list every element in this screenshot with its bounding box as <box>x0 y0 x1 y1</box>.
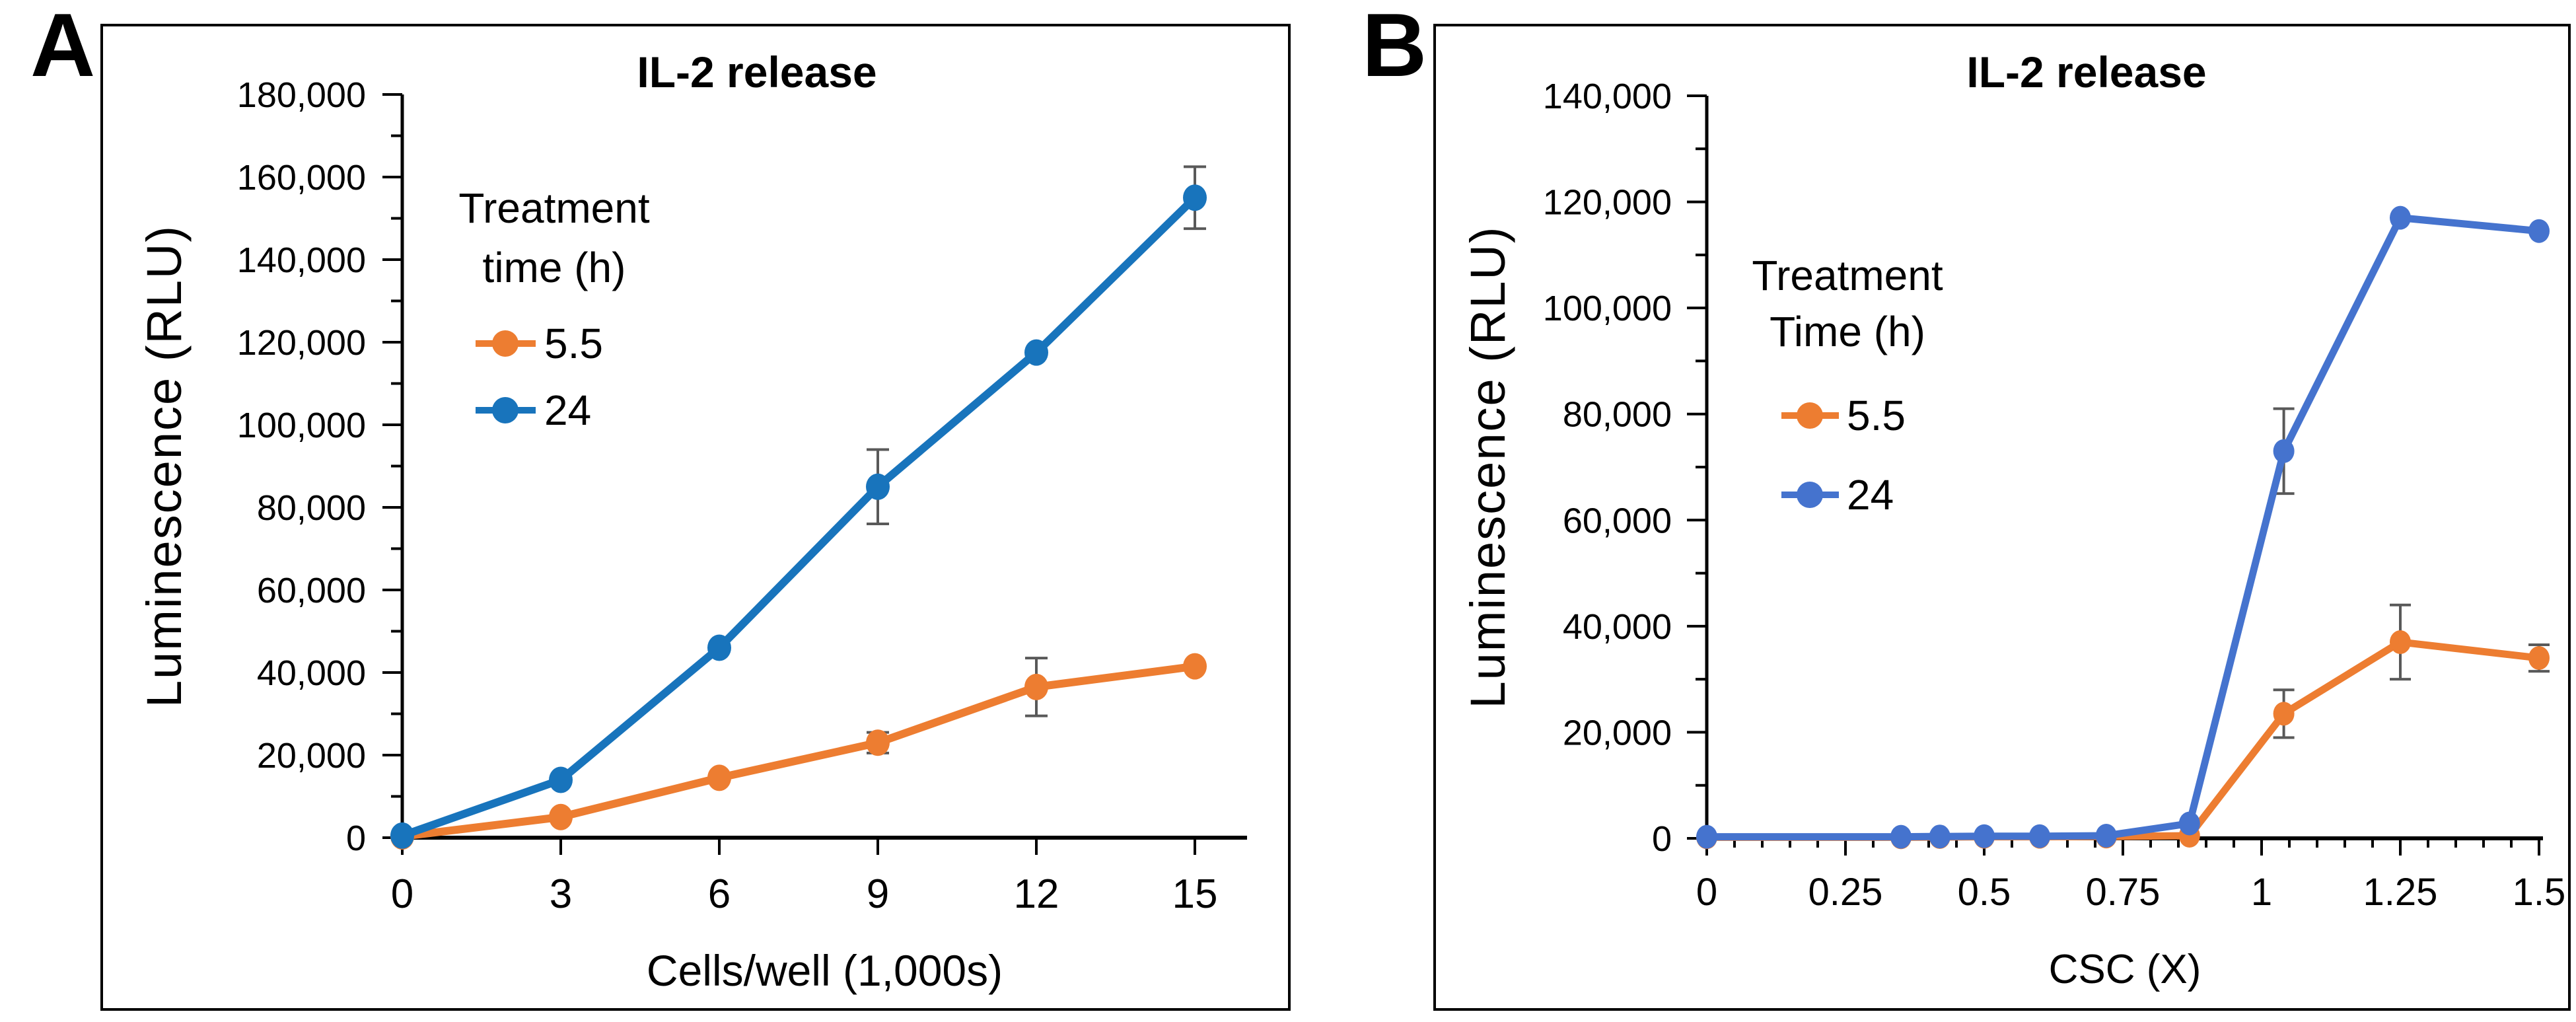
series-24 <box>390 165 1207 849</box>
y-tick-label: 60,000 <box>1563 501 1672 540</box>
data-point-marker <box>707 634 731 661</box>
legend-label: 5.5 <box>544 320 603 367</box>
y-tick-label: 0 <box>1652 819 1672 859</box>
data-point-marker <box>1024 339 1048 366</box>
x-axis-title: CSC (X) <box>2049 947 2201 992</box>
legend-label: 5.5 <box>1847 392 1906 439</box>
x-tick-label: 15 <box>1172 871 1218 917</box>
y-tick-label: 0 <box>346 819 366 858</box>
x-tick-label: 0.25 <box>1808 871 1883 914</box>
data-point-marker <box>2390 630 2411 654</box>
data-point-marker <box>2528 646 2550 671</box>
y-tick-label: 40,000 <box>257 653 366 693</box>
legend: Treatment time (h) 5.5 24 <box>458 184 650 434</box>
data-point-marker <box>1696 824 1717 849</box>
x-axis-title: Cells/well (1,000s) <box>647 946 1003 995</box>
x-tick-label: 0 <box>391 871 413 917</box>
data-point-marker <box>2029 824 2050 848</box>
legend-title-line: Treatment <box>1752 252 1943 299</box>
legend-title-line: time (h) <box>483 244 626 291</box>
legend-item-5.5: 5.5 <box>1781 392 1906 439</box>
x-tick-label: 3 <box>550 871 572 917</box>
data-point-marker <box>549 766 573 793</box>
data-point-marker <box>1183 653 1207 680</box>
legend-label: 24 <box>1847 471 1894 519</box>
series-5.5 <box>390 653 1207 850</box>
y-axis-title: Luminescence (RLU) <box>137 225 192 708</box>
legend-title-line: Time (h) <box>1770 308 1925 355</box>
y-tick-label: 100,000 <box>1543 289 1672 328</box>
chart-a-svg: IL-2 release 0 20,000 40,000 60,000 80,000 100… <box>137 48 1247 995</box>
panel-a: IL-2 release 0 20,000 40,000 60,000 80,000 100… <box>100 24 1291 1011</box>
x-tick-label: 1 <box>2251 871 2272 914</box>
data-point-marker <box>2095 823 2117 848</box>
y-tick-label: 140,000 <box>1543 77 1672 116</box>
x-axis: 0 3 6 9 12 15 <box>391 836 1247 917</box>
y-tick-label: 60,000 <box>257 571 366 610</box>
y-axis: 0 20,000 40,000 60,000 80,000 100,000 120,000 1… <box>237 75 404 858</box>
y-tick-label: 180,000 <box>237 75 366 115</box>
data-point-marker <box>2273 702 2295 726</box>
series-24 <box>1696 205 2550 849</box>
y-tick-label: 80,000 <box>1563 395 1672 435</box>
legend-sample-marker <box>1797 402 1823 429</box>
chart-b-svg: IL-2 release020,00040,00060,00080,000100… <box>1460 48 2566 992</box>
panel-letter-b: B <box>1362 0 1427 95</box>
y-tick-label: 80,000 <box>257 488 366 528</box>
data-point-marker <box>2390 205 2411 230</box>
data-point-marker <box>2178 811 2200 836</box>
legend-sample-marker <box>492 330 519 357</box>
legend-sample-marker <box>492 397 519 423</box>
y-tick-label: 100,000 <box>237 406 366 445</box>
x-axis: 0 0.25 0.5 0.75 1 1.25 1.5 <box>1696 836 2566 914</box>
x-tick-label: 0.5 <box>1958 871 2011 914</box>
y-axis: 0 20,000 40,000 60,000 80,000 100,000 120,000 1… <box>1543 77 1709 859</box>
data-point-marker <box>2528 219 2550 243</box>
y-tick-label: 20,000 <box>1563 713 1672 752</box>
data-point-marker <box>866 729 890 756</box>
y-tick-label: 120,000 <box>1543 183 1672 223</box>
series-line <box>398 662 1199 841</box>
x-tick-label: 6 <box>708 871 731 917</box>
x-tick-label: 1.5 <box>2513 871 2566 914</box>
panel-letter-a: A <box>30 0 96 95</box>
series-line <box>398 194 1199 840</box>
data-point-marker <box>707 764 731 791</box>
y-axis-title: Luminescence (RLU) <box>1460 225 1515 708</box>
chart-title: IL-2 release <box>1966 48 2206 96</box>
y-tick-label: 160,000 <box>237 158 366 198</box>
series-line <box>1703 638 2543 841</box>
y-tick-label: 40,000 <box>1563 607 1672 647</box>
data-point-marker <box>1890 824 1912 849</box>
legend-title-line: Treatment <box>458 184 650 232</box>
legend-label: 24 <box>544 386 591 434</box>
legend: Treatment Time (h) 5.5 24 <box>1752 252 1943 519</box>
x-tick-label: 9 <box>867 871 889 917</box>
data-point-marker <box>390 822 414 849</box>
data-point-marker <box>549 803 573 830</box>
x-tick-label: 0 <box>1696 871 1717 914</box>
panel-b: IL-2 release 0 20,000 40,000 60,000 80,000 100… <box>1433 24 2571 1011</box>
x-tick-label: 12 <box>1014 871 1059 917</box>
data-point-marker <box>1974 824 1995 848</box>
legend-item-5.5: 5.5 <box>476 320 603 367</box>
y-tick-label: 120,000 <box>237 323 366 363</box>
y-tick-label: 20,000 <box>257 736 366 776</box>
data-point-marker <box>2273 439 2295 463</box>
data-point-marker <box>1024 673 1048 700</box>
data-point-marker <box>1183 184 1207 211</box>
x-tick-label: 0.75 <box>2086 871 2161 914</box>
legend-item-24: 24 <box>1781 471 1894 519</box>
legend-item-24: 24 <box>476 386 591 434</box>
data-point-marker <box>1929 824 1950 849</box>
data-point-marker <box>866 473 890 500</box>
chart-title: IL-2 release <box>637 48 877 96</box>
legend-sample-marker <box>1797 482 1823 508</box>
series-line <box>1703 214 2543 841</box>
series-5.5 <box>1696 603 2550 850</box>
y-tick-label: 140,000 <box>237 240 366 280</box>
x-tick-label: 1.25 <box>2363 871 2438 914</box>
